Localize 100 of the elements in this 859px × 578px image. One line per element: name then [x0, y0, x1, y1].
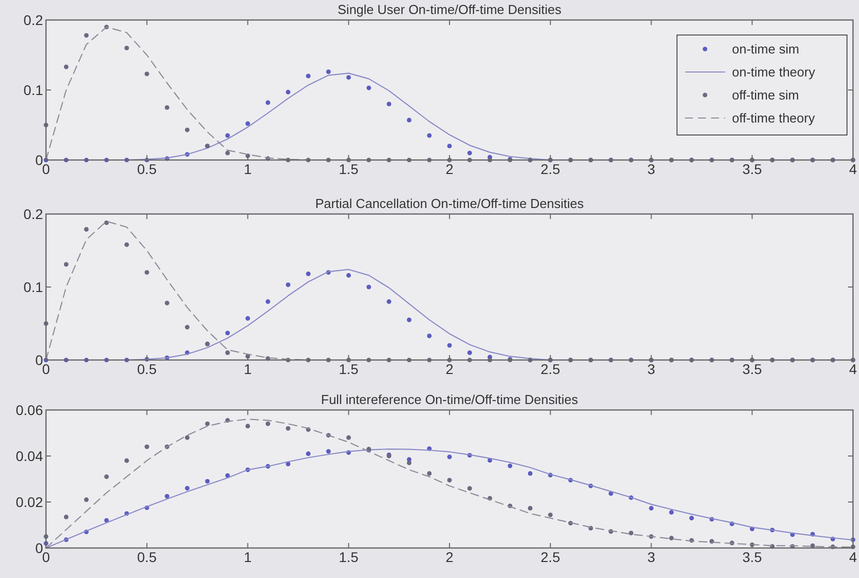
point — [528, 506, 532, 511]
x-tick-label: 3.5 — [742, 361, 762, 377]
point — [406, 460, 412, 466]
point — [205, 422, 210, 426]
point — [286, 426, 290, 431]
x-tick-label: 3.5 — [742, 549, 762, 565]
legend-label: off-time sim — [732, 88, 799, 103]
x-tick-label: 2 — [446, 549, 454, 565]
x-tick-label: 3 — [647, 361, 656, 377]
point — [427, 471, 432, 476]
point — [245, 316, 250, 321]
point — [124, 46, 129, 50]
point — [326, 70, 331, 74]
point — [225, 150, 230, 156]
chart-title: Single User On-time/Off-time Densities — [338, 2, 562, 17]
point — [124, 242, 129, 247]
point — [406, 318, 412, 322]
x-tick-label: 2.5 — [540, 549, 560, 565]
point — [245, 121, 250, 126]
y-tick-label: 0.1 — [24, 82, 44, 98]
x-tick-label: 4 — [849, 361, 858, 377]
point — [508, 464, 512, 468]
point — [467, 350, 472, 355]
point — [144, 72, 150, 76]
point — [346, 75, 351, 80]
point — [447, 478, 452, 482]
y-tick-label: 0.02 — [16, 494, 44, 510]
legend-label: on-time sim — [732, 42, 800, 57]
point — [447, 343, 452, 348]
point — [467, 150, 472, 156]
point — [245, 424, 250, 428]
point — [144, 270, 150, 275]
point — [346, 435, 351, 440]
point — [648, 506, 654, 511]
point — [366, 284, 372, 290]
point — [184, 128, 190, 132]
point — [64, 262, 68, 267]
x-tick-label: 1 — [244, 161, 252, 177]
point — [225, 350, 230, 355]
chart-title: Partial Cancellation On-time/Off-time Densities — [315, 196, 584, 211]
point — [84, 497, 89, 502]
point — [84, 33, 89, 38]
point — [689, 516, 694, 520]
y-tick-label: 0.06 — [16, 402, 44, 418]
legend-label: on-time theory — [732, 64, 816, 80]
x-tick-label: 4 — [849, 549, 858, 565]
point — [427, 133, 432, 138]
point — [205, 479, 210, 484]
point — [346, 273, 351, 278]
point — [306, 451, 311, 456]
point — [366, 86, 372, 90]
y-tick-label: 0.1 — [24, 278, 44, 295]
point — [144, 444, 150, 450]
point — [225, 133, 230, 138]
point — [326, 449, 331, 454]
point — [386, 102, 392, 106]
point — [548, 512, 553, 518]
y-tick-label: 0.04 — [16, 448, 44, 464]
point — [386, 299, 392, 304]
x-tick-label: 1.5 — [338, 161, 359, 177]
point — [447, 454, 452, 460]
point — [164, 105, 170, 110]
x-tick-label: 1.5 — [338, 361, 359, 377]
x-tick-label: 2.5 — [540, 161, 560, 177]
point — [124, 458, 129, 463]
point — [447, 144, 452, 148]
point — [628, 530, 634, 536]
point — [306, 272, 311, 276]
x-tick-label: 4 — [849, 161, 858, 177]
x-tick-label: 3 — [647, 549, 656, 565]
point — [467, 486, 472, 491]
point — [286, 282, 290, 288]
point — [64, 514, 68, 520]
point — [266, 299, 270, 304]
y-tick-label: 0.2 — [24, 206, 44, 222]
point — [306, 74, 311, 78]
x-tick-label: 1.5 — [338, 549, 359, 565]
point — [266, 422, 270, 426]
point — [64, 64, 68, 70]
x-tick-label: 0.5 — [137, 361, 157, 377]
point — [164, 300, 170, 306]
point — [427, 334, 432, 338]
y-tick-label: 0.2 — [24, 12, 44, 28]
x-tick-label: 0.5 — [137, 549, 157, 565]
x-tick-label: 3 — [647, 161, 656, 177]
point — [669, 510, 674, 515]
point — [104, 474, 109, 479]
point — [669, 536, 674, 540]
point — [286, 90, 290, 94]
x-tick-label: 0.5 — [137, 161, 157, 177]
point — [266, 100, 270, 105]
x-tick-label: 1 — [244, 549, 252, 565]
x-tick-label: 2 — [446, 361, 454, 377]
point — [528, 471, 532, 476]
point — [406, 118, 412, 122]
point — [184, 324, 190, 330]
chart-title: Full intereference On-time/Off-time Densities — [321, 392, 578, 407]
point — [84, 227, 89, 232]
x-tick-label: 3.5 — [742, 161, 762, 177]
point — [225, 330, 230, 336]
